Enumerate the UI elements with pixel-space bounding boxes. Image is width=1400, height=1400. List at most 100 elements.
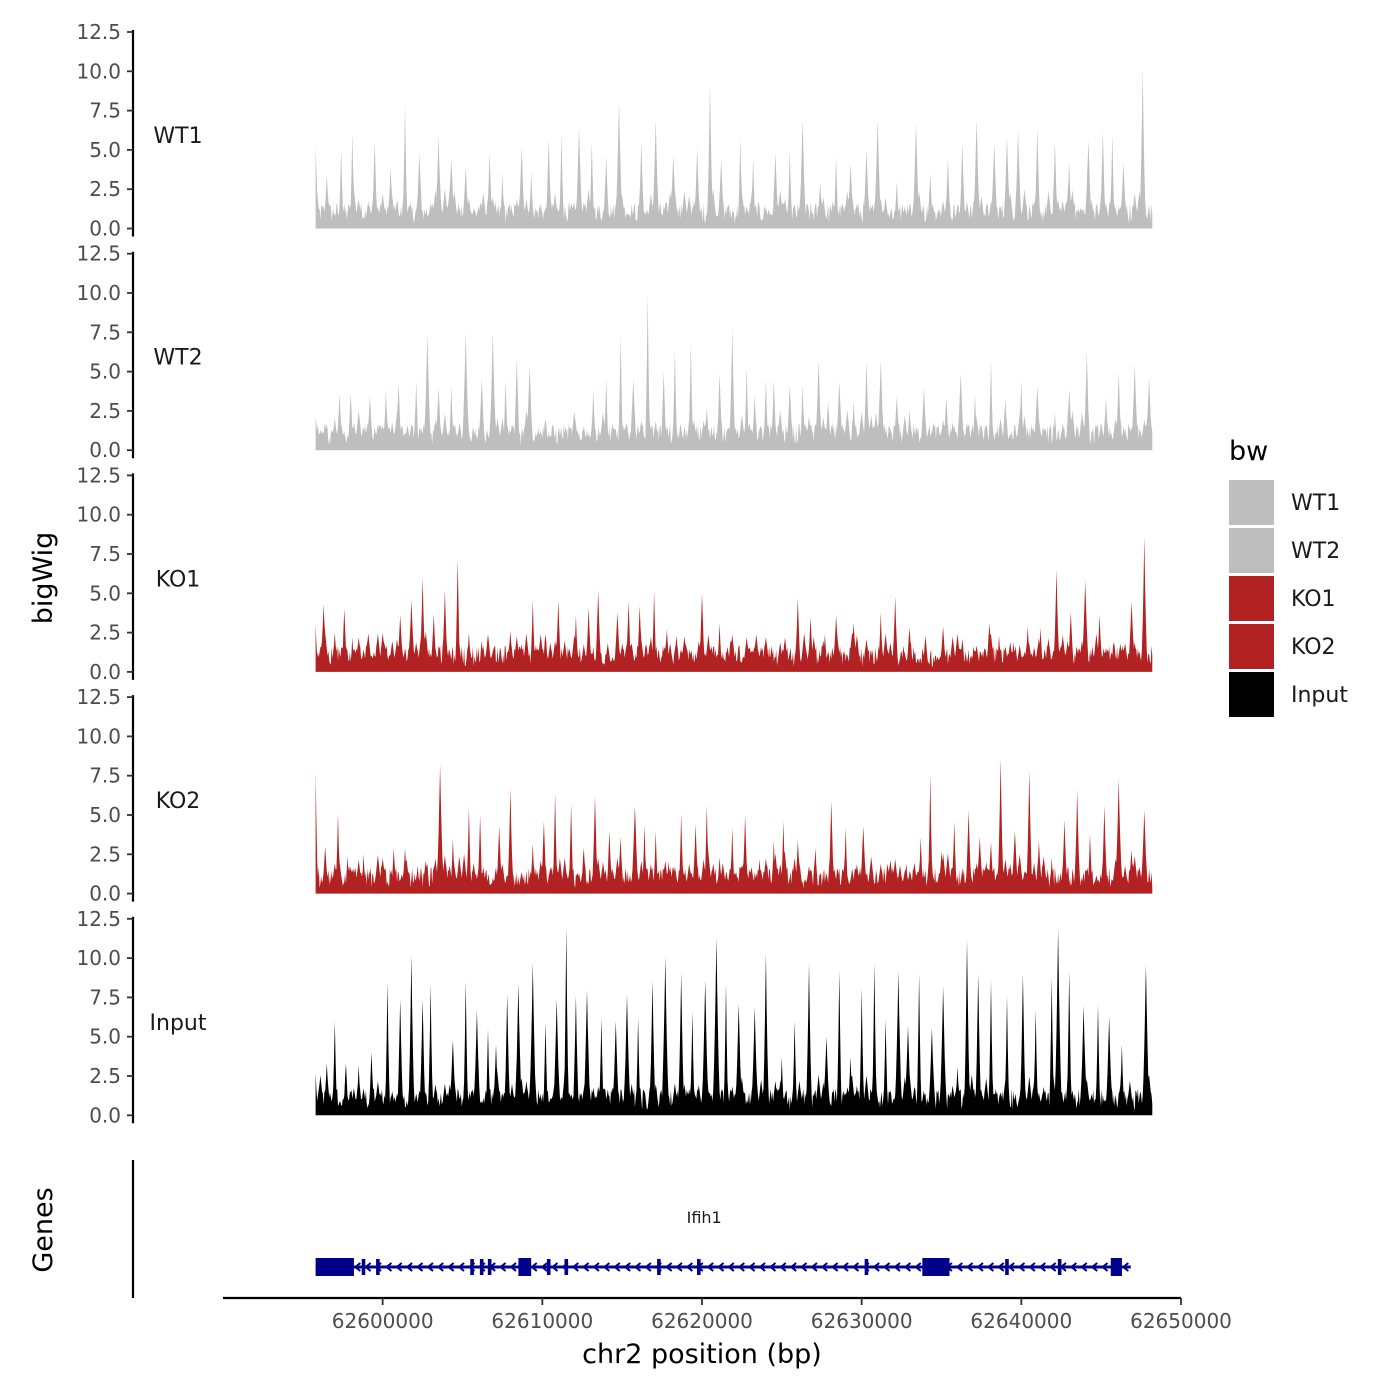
y-tick-label: 2.5: [89, 177, 121, 201]
strand-arrow: [748, 1262, 756, 1272]
track-label-input: Input: [150, 1011, 207, 1036]
strand-arrow: [436, 1262, 444, 1272]
strand-arrow: [810, 1262, 818, 1272]
strand-arrow: [530, 1262, 538, 1272]
gene-exon: [1005, 1259, 1009, 1275]
legend-swatch: [1229, 672, 1274, 717]
strand-arrow: [498, 1262, 507, 1272]
y-tick-label: 2.5: [89, 399, 121, 423]
x-tick-label: 62620000: [651, 1309, 753, 1333]
legend-item-input: Input: [1229, 672, 1348, 717]
legend-item-wt1: WT1: [1229, 480, 1340, 525]
strand-arrow: [364, 1262, 372, 1272]
strand-arrow: [540, 1262, 548, 1272]
strand-arrow: [706, 1262, 714, 1272]
y-tick-label: 12.5: [76, 685, 121, 709]
gene-exon: [564, 1259, 569, 1275]
gene-exon: [518, 1258, 532, 1276]
strand-arrow: [882, 1262, 891, 1272]
x-axis: 62600000 62610000 62620000 62630000 62640000…: [223, 1296, 1232, 1333]
y-tick-label: 7.5: [89, 320, 121, 344]
strand-arrow: [914, 1262, 922, 1272]
gene-track-panel: Ifih1: [131, 1160, 1131, 1298]
strand-arrow: [1028, 1262, 1036, 1272]
strand-arrow: [1007, 1262, 1015, 1272]
strand-arrow: [457, 1262, 465, 1272]
bigwig-tracks: 0.0 2.5 5.0 7.5 10.0 12.5 WT1 0.0 2.5 5.0 7.5 10.0 1…: [76, 20, 1153, 1127]
y-tick-label: 10.0: [76, 59, 121, 83]
strand-arrow: [841, 1262, 849, 1272]
legend-item-wt2: WT2: [1229, 528, 1340, 573]
gene-exon: [376, 1259, 380, 1275]
y-tick-label: 10.0: [76, 724, 121, 748]
signal-area-ko1: [315, 536, 1153, 672]
x-axis-title: chr2 position (bp): [582, 1339, 822, 1370]
x-tick-label: 62610000: [491, 1309, 593, 1333]
gene-name-label: Ifih1: [687, 1208, 722, 1227]
legend-swatch: [1229, 480, 1274, 525]
strand-arrow: [820, 1262, 828, 1272]
y-tick-label: 12.5: [76, 20, 121, 44]
strand-arrow: [613, 1262, 621, 1272]
strand-arrow: [426, 1262, 434, 1272]
y-tick-label: 10.0: [76, 503, 121, 527]
x-tick-label: 62600000: [332, 1309, 434, 1333]
strand-arrow: [1100, 1262, 1109, 1272]
strand-arrow: [976, 1262, 984, 1272]
track-ko1: 0.0 2.5 5.0 7.5 10.0 12.5 KO1: [76, 463, 1153, 684]
gene-exon: [487, 1259, 492, 1275]
legend-item-ko2: KO2: [1229, 624, 1336, 669]
strand-arrow: [986, 1262, 995, 1272]
strand-arrow: [779, 1262, 787, 1272]
legend-label: WT1: [1291, 491, 1340, 516]
y-tick-label: 0.0: [89, 882, 121, 906]
strand-arrow: [789, 1262, 797, 1272]
y-tick-label: 5.0: [89, 1025, 121, 1049]
strand-arrow: [997, 1262, 1005, 1272]
strand-arrow: [1080, 1262, 1088, 1272]
strand-arrow: [758, 1262, 766, 1272]
y-tick-label: 5.0: [89, 360, 121, 384]
legend-label: KO2: [1291, 635, 1336, 660]
strand-arrow: [893, 1262, 901, 1272]
track-wt1: 0.0 2.5 5.0 7.5 10.0 12.5 WT1: [76, 20, 1153, 241]
strand-arrow: [571, 1262, 579, 1272]
legend-item-ko1: KO1: [1229, 576, 1336, 621]
signal-area-wt1: [315, 66, 1153, 229]
strand-arrow: [955, 1262, 963, 1272]
y-tick-label: 12.5: [76, 463, 121, 487]
gene-exon: [470, 1259, 474, 1275]
y-tick-label: 10.0: [76, 281, 121, 305]
gene-exon: [546, 1259, 551, 1275]
strand-arrow: [1038, 1262, 1046, 1272]
y-axis-title-bigwig: bigWig: [28, 532, 59, 625]
gene-exon: [361, 1259, 366, 1275]
track-input: 0.0 2.5 5.0 7.5 10.0 12.5 Input: [76, 907, 1153, 1127]
track-label-wt1: WT1: [153, 124, 202, 149]
y-tick-label: 7.5: [89, 99, 121, 123]
strand-arrow: [1049, 1262, 1057, 1272]
strand-arrow: [1069, 1262, 1078, 1272]
legend-label: KO1: [1291, 587, 1336, 612]
strand-arrow: [384, 1262, 393, 1272]
strand-arrow: [737, 1262, 745, 1272]
strand-arrow: [851, 1262, 860, 1272]
strand-arrow: [831, 1262, 839, 1272]
strand-arrow: [685, 1262, 694, 1272]
y-tick-label: 0.0: [89, 660, 121, 684]
strand-arrow: [675, 1262, 683, 1272]
track-label-wt2: WT2: [153, 346, 202, 371]
strand-arrow: [550, 1262, 559, 1272]
y-tick-label: 7.5: [89, 764, 121, 788]
strand-arrow: [799, 1262, 808, 1272]
gene-exon: [479, 1259, 484, 1275]
strand-arrow: [623, 1262, 631, 1272]
gene-ifih1: Ifih1: [315, 1208, 1131, 1276]
track-ko2: 0.0 2.5 5.0 7.5 10.0 12.5 KO2: [76, 685, 1153, 906]
strand-arrow: [768, 1262, 777, 1272]
gene-exon: [1110, 1258, 1122, 1276]
gene-exon: [864, 1259, 869, 1275]
gene-exon: [922, 1258, 950, 1276]
strand-arrow: [633, 1262, 642, 1272]
